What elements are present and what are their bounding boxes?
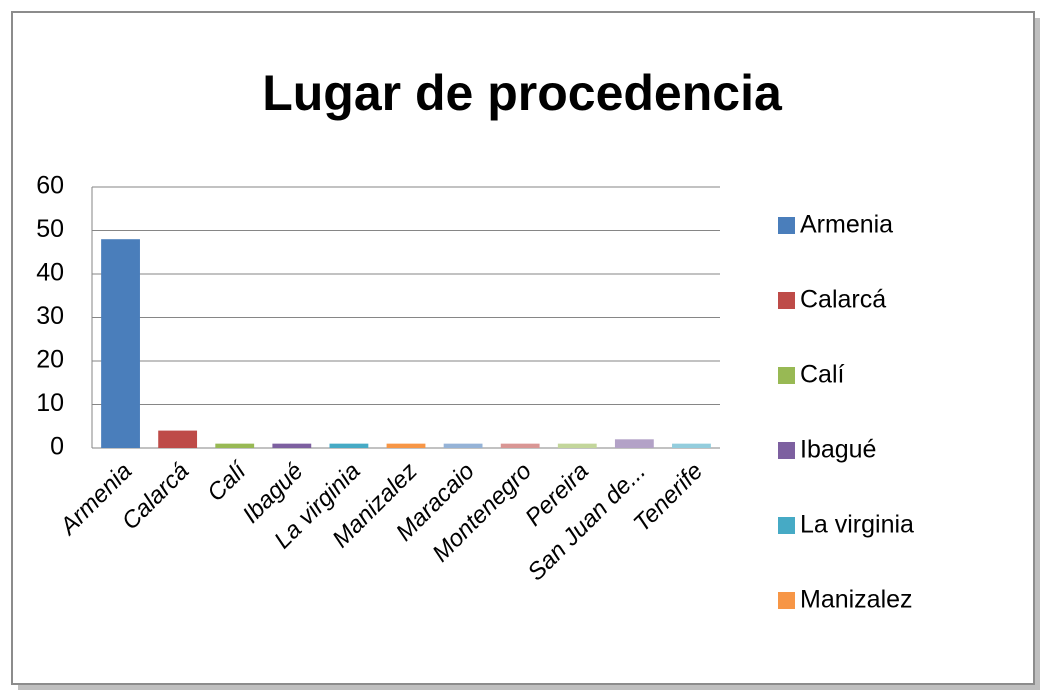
y-tick-label: 60 [36, 172, 64, 200]
bar [672, 443, 711, 448]
legend-swatch [778, 442, 795, 459]
frame [11, 11, 1035, 685]
legend-swatch [778, 367, 795, 384]
legend-label: Calí [800, 361, 845, 389]
legend-swatch [778, 517, 795, 534]
legend-swatch [778, 217, 795, 234]
bar [272, 443, 312, 448]
chart-title: Lugar de procedencia [262, 65, 783, 121]
legend-label: Ibagué [800, 436, 876, 464]
bar [500, 443, 540, 448]
y-tick-label: 30 [36, 302, 64, 330]
y-tick-label: 50 [36, 215, 64, 243]
bar [443, 443, 483, 448]
bar [101, 239, 140, 448]
legend-swatch [778, 292, 795, 309]
y-tick-label: 40 [36, 259, 64, 287]
bar [614, 439, 654, 448]
bar [215, 443, 255, 448]
legend-swatch [778, 592, 795, 609]
y-tick-label: 10 [36, 389, 64, 417]
legend-label: La virginia [800, 511, 914, 539]
bar [329, 443, 369, 448]
legend-label: Calarcá [800, 286, 886, 314]
legend-label: Armenia [800, 211, 893, 239]
y-tick-label: 0 [50, 433, 64, 461]
bar [557, 443, 597, 448]
bar [386, 443, 426, 448]
y-tick-label: 20 [36, 346, 64, 374]
bar [158, 430, 198, 448]
legend-label: Manizalez [800, 586, 913, 614]
